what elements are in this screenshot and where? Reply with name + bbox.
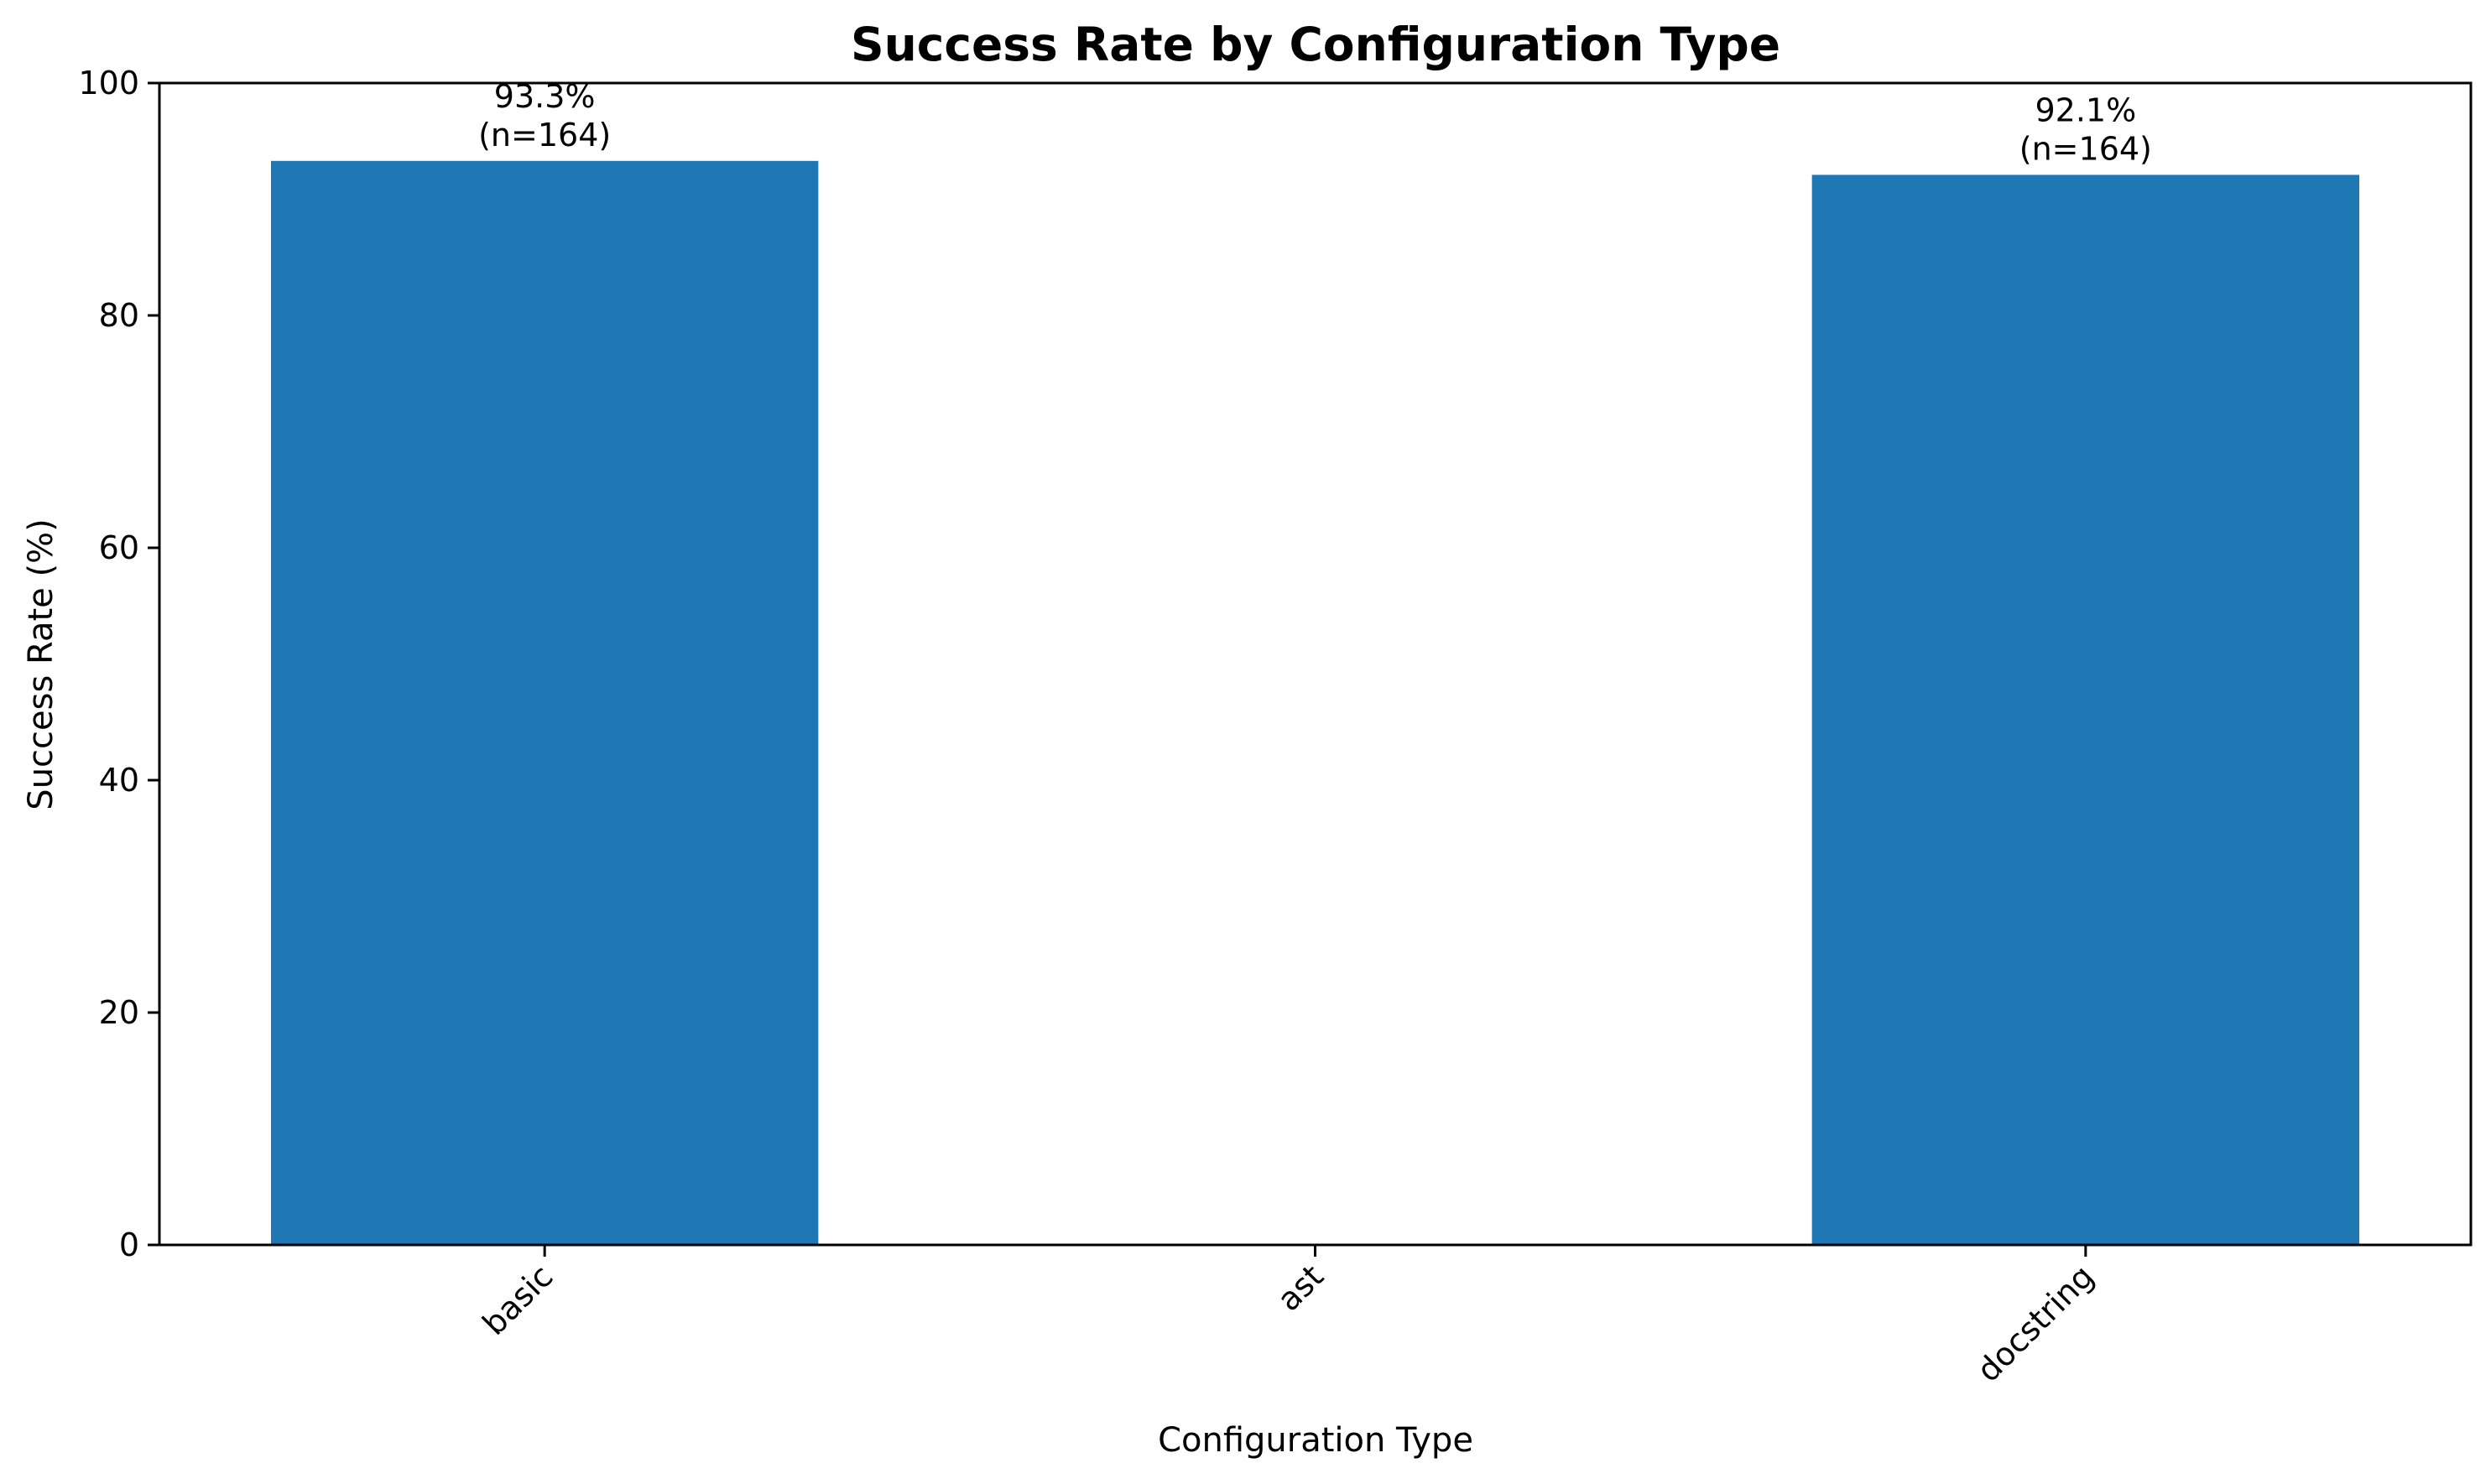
x-axis-label: Configuration Type [1158,1421,1473,1460]
bar-docstring [1811,174,2360,1245]
data-label-count: (n=164) [2019,130,2152,167]
chart-title: Success Rate by Configuration Type [851,18,1780,71]
y-tick-label: 100 [78,65,139,102]
data-label-count: (n=164) [478,117,611,154]
data-label-value: 92.1% [2035,91,2136,128]
y-tick-label: 80 [99,297,139,334]
y-axis-label: Success Rate (%) [22,518,60,810]
data-label-docstring: 92.1% (n=164) [2019,91,2152,167]
bar-basic [270,160,819,1245]
y-tick-label: 0 [119,1226,139,1263]
y-tick-label: 60 [99,529,139,566]
y-tick-label: 20 [99,994,139,1031]
plot-area: 93.3% (n=164)92.1% (n=164)020406080100basi… [78,65,2473,1389]
y-tick-label: 40 [99,762,139,799]
